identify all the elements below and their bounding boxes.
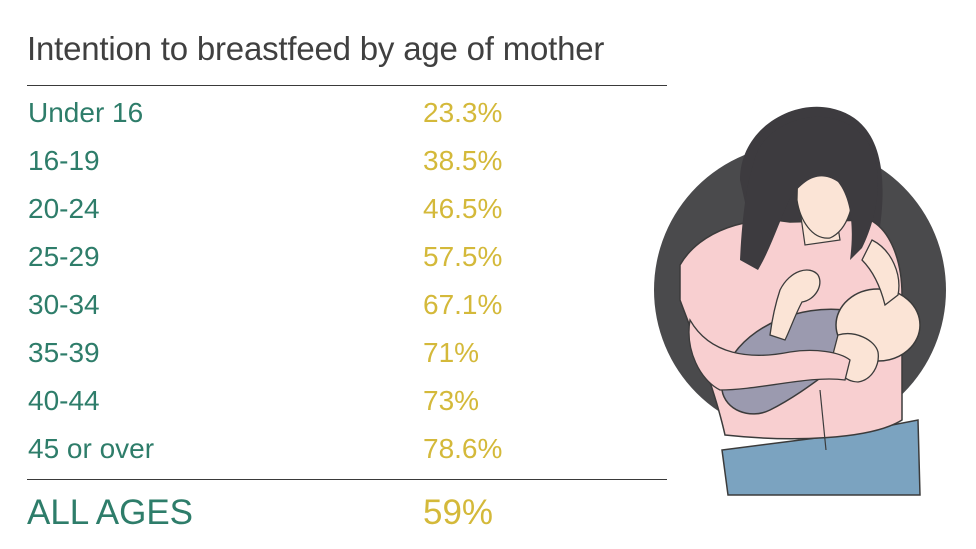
age-group-label: 25-29 <box>28 241 100 272</box>
table-row: 40-44 73% <box>0 385 700 425</box>
table-row: 25-29 57.5% <box>0 241 700 281</box>
percentage-value: 73% <box>423 385 480 416</box>
percentage-value: 67.1% <box>423 289 503 320</box>
age-group-label: 45 or over <box>28 433 155 464</box>
table-row: 20-24 46.5% <box>0 193 700 233</box>
age-group-label: 35-39 <box>28 337 100 368</box>
total-value: 59% <box>423 493 494 532</box>
percentage-value: 38.5% <box>423 145 503 176</box>
age-group-table: Under 16 23.3% 16-19 38.5% 20-24 46.5% 25-29 57… <box>0 97 700 473</box>
bottom-divider <box>27 479 667 480</box>
age-group-label: 20-24 <box>28 193 100 224</box>
age-group-label: 40-44 <box>28 385 100 416</box>
percentage-value: 71% <box>423 337 480 368</box>
table-row: 16-19 38.5% <box>0 145 700 185</box>
percentage-value: 23.3% <box>423 97 503 128</box>
age-group-label: 16-19 <box>28 145 100 176</box>
percentage-value: 57.5% <box>423 241 503 272</box>
table-row: 45 or over 78.6% <box>0 433 700 473</box>
percentage-value: 78.6% <box>423 433 503 464</box>
top-divider <box>27 85 667 86</box>
age-group-label: Under 16 <box>28 97 144 128</box>
breastfeeding-mother-illustration <box>640 90 960 500</box>
age-group-label: 30-34 <box>28 289 100 320</box>
percentage-value: 46.5% <box>423 193 503 224</box>
breastfeeding-mother-icon <box>654 106 946 496</box>
table-row: Under 16 23.3% <box>0 97 700 137</box>
table-row: 30-34 67.1% <box>0 289 700 329</box>
table-row: 35-39 71% <box>0 337 700 377</box>
total-label: ALL AGES <box>27 493 194 532</box>
chart-title: Intention to breastfeed by age of mother <box>27 30 605 67</box>
